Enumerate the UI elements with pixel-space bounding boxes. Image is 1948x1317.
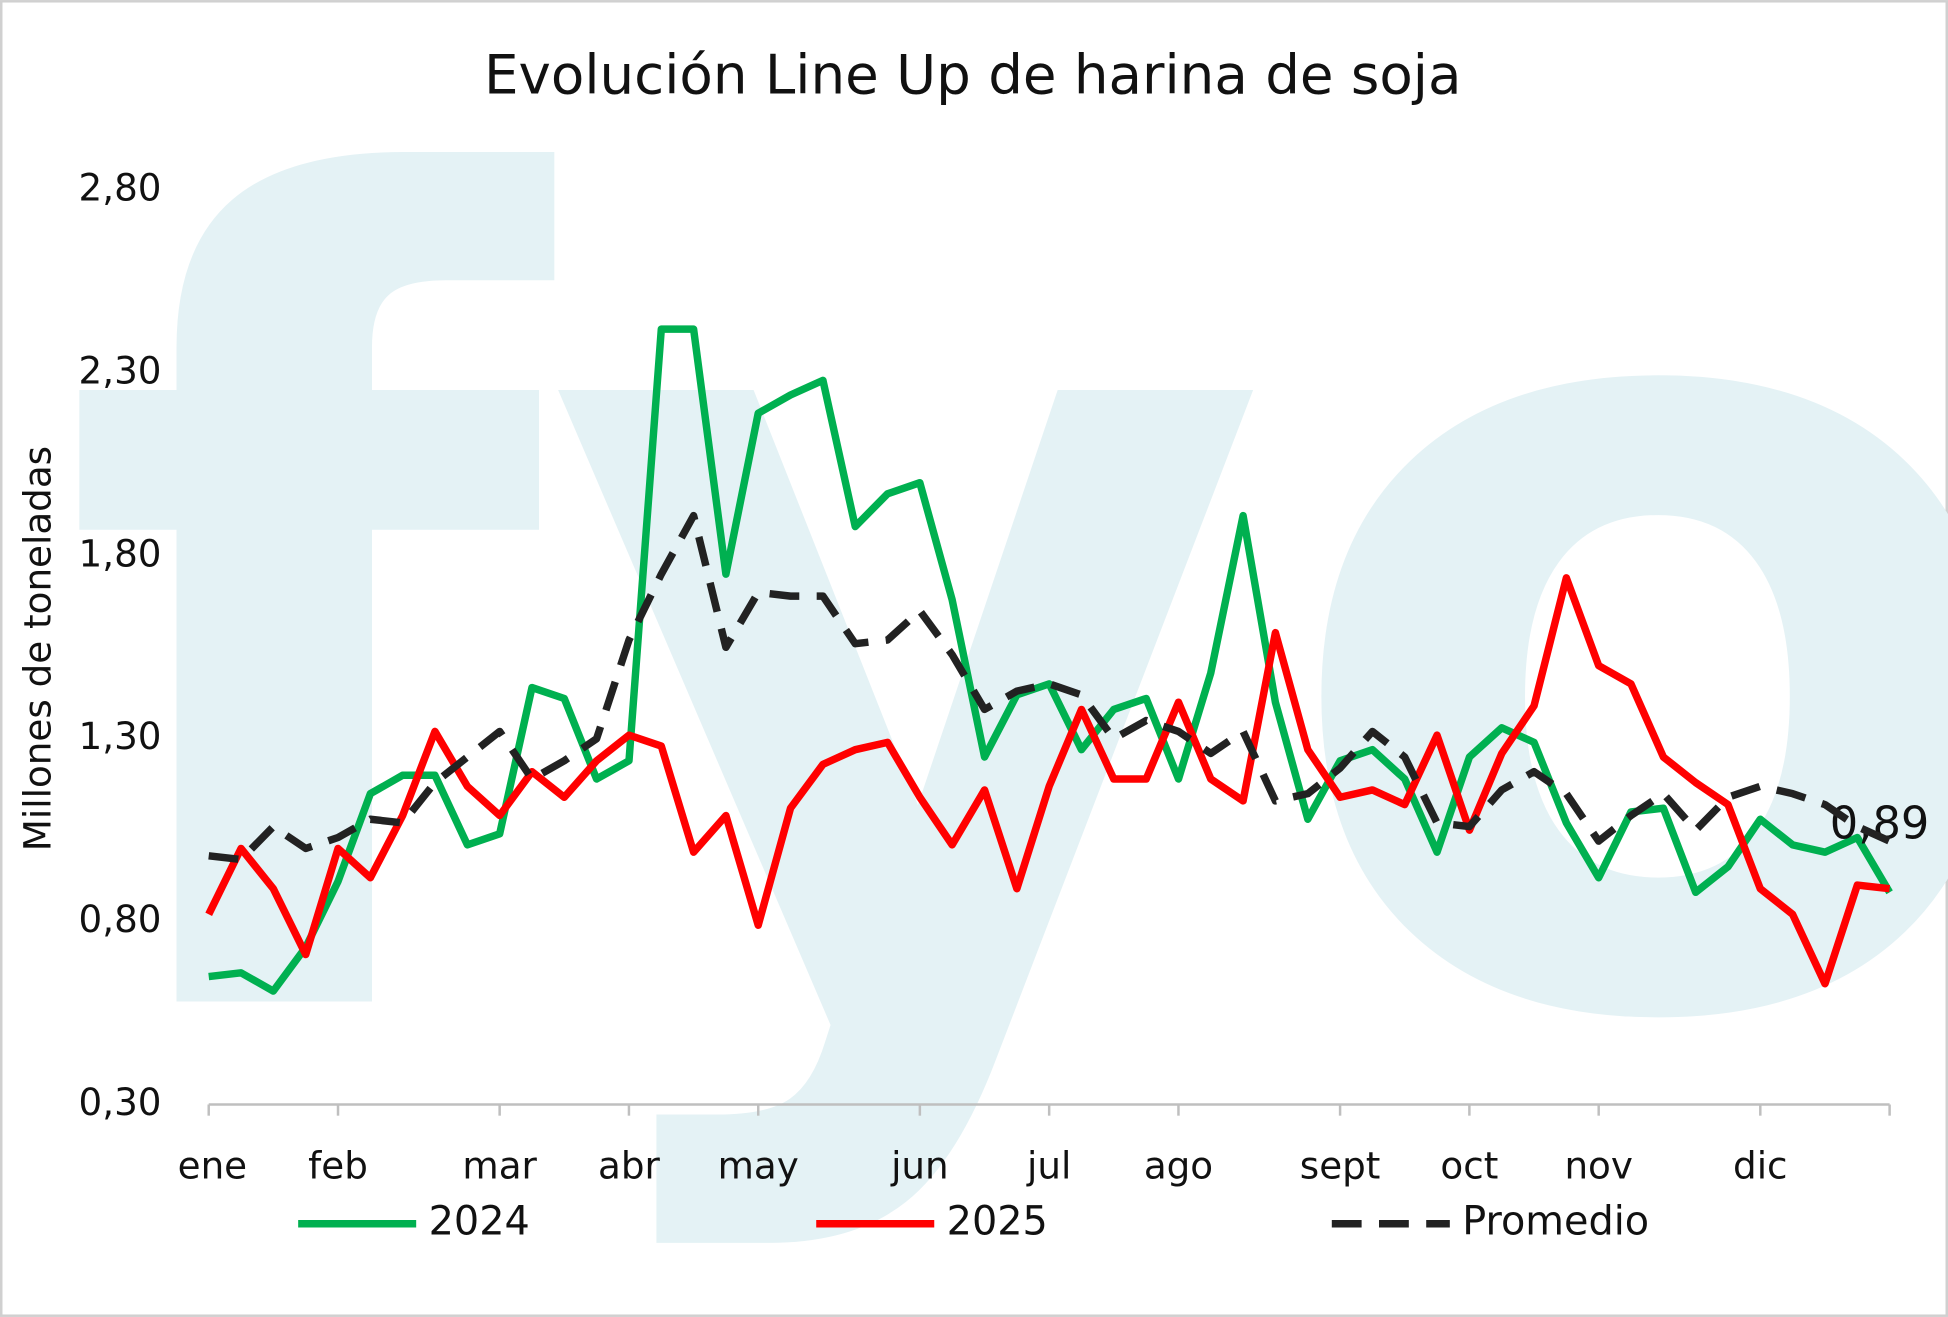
- y-tick-label: 0,80: [79, 897, 162, 941]
- x-tick-label: abr: [598, 1143, 660, 1187]
- x-tick-label: dic: [1733, 1143, 1787, 1187]
- y-tick-label: 1,80: [79, 531, 162, 575]
- x-tick-label: feb: [308, 1143, 368, 1187]
- watermark: fyo: [58, 0, 1948, 1266]
- x-tick-label: ago: [1144, 1143, 1213, 1187]
- x-tick-label: jul: [1026, 1143, 1071, 1187]
- x-tick-label: jun: [890, 1143, 949, 1187]
- x-tick-label: nov: [1564, 1143, 1632, 1187]
- series-line: [208, 325, 1893, 995]
- x-tick-label: mar: [462, 1143, 537, 1187]
- y-tick-label: 1,30: [79, 714, 162, 758]
- x-tick-label: sept: [1300, 1143, 1381, 1187]
- x-tick-label: oct: [1440, 1143, 1498, 1187]
- x-tick-label: ene: [178, 1143, 247, 1187]
- legend-label: Promedio: [1462, 1198, 1649, 1244]
- y-tick-label: 2,80: [79, 166, 162, 210]
- y-tick-label: 0,30: [79, 1080, 162, 1124]
- chart-title: Evolución Line Up de harina de soja: [484, 42, 1461, 106]
- data-label: 0,89: [1830, 797, 1930, 850]
- series-line: [205, 574, 1891, 988]
- y-tick-label: 2,30: [79, 349, 162, 393]
- y-axis-label: Millones de toneladas: [15, 446, 59, 851]
- legend-label: 2025: [947, 1198, 1048, 1244]
- series-line: [208, 511, 1892, 864]
- x-tick-label: may: [718, 1143, 799, 1187]
- legend-label: 2024: [429, 1198, 530, 1244]
